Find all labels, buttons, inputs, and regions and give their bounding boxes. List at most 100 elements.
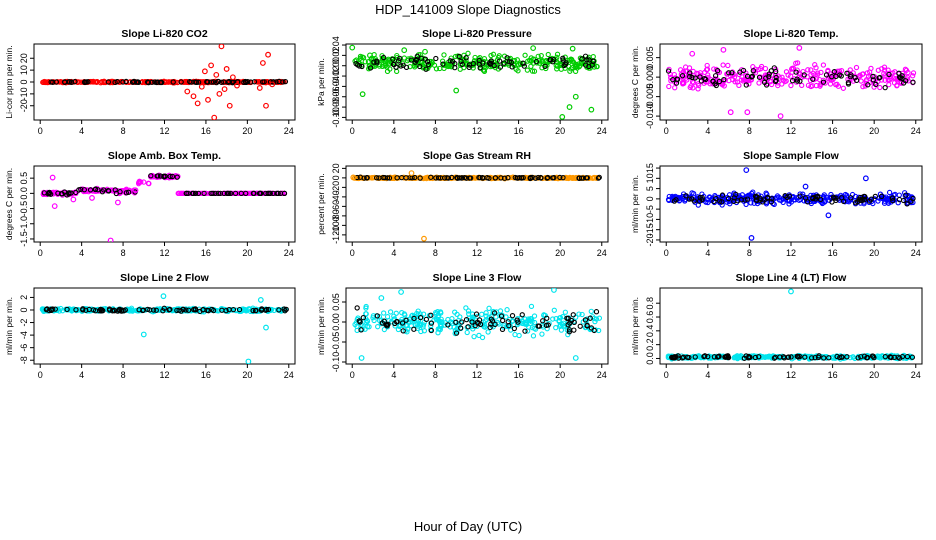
outlier-point (211, 114, 218, 120)
x-tick-label: 8 (433, 248, 438, 258)
data-point (703, 199, 709, 205)
x-tick-label: 8 (747, 126, 752, 136)
data-point (366, 324, 372, 330)
data-point-reference (519, 312, 525, 318)
data-point-reference (821, 355, 827, 361)
data-point (562, 309, 569, 315)
outlier-point (160, 293, 167, 300)
data-point-reference (904, 353, 911, 360)
data-point-reference (560, 175, 566, 181)
data-point-reference (896, 70, 902, 76)
y-tick-label: 0.00 (331, 313, 341, 331)
data-point-reference (683, 193, 689, 199)
x-tick-label: 4 (391, 248, 396, 258)
data-point-reference (788, 354, 794, 360)
data-point-reference (454, 174, 460, 181)
panel-title: Slope Sample Flow (743, 150, 840, 162)
data-point-reference (491, 62, 497, 69)
data-point-reference (794, 76, 800, 82)
data-point (772, 195, 778, 201)
data-point (433, 311, 439, 317)
data-point-reference (473, 311, 480, 317)
outlier-point (530, 45, 537, 52)
data-point (528, 316, 535, 322)
data-point-reference (740, 67, 747, 74)
data-point (402, 312, 408, 318)
data-point-reference (428, 174, 434, 180)
data-point-reference (428, 320, 435, 326)
y-axis-label: degrees C per min. (630, 46, 640, 118)
data-point-reference (205, 79, 211, 85)
data-point-reference (221, 190, 227, 197)
y-tick-label: -4 (19, 331, 29, 339)
data-point (405, 326, 411, 332)
data-point-reference (488, 58, 494, 64)
data-point-reference (768, 199, 774, 205)
data-point-reference (744, 196, 751, 202)
data-point (353, 57, 359, 63)
data-point (355, 315, 361, 321)
outlier-point (796, 44, 803, 51)
x-tick-label: 16 (828, 248, 838, 258)
data-point-reference (155, 173, 161, 179)
y-tick-label: 0.005 (645, 46, 655, 69)
data-point-reference (590, 58, 596, 64)
data-point-reference (265, 306, 272, 313)
data-point-reference (533, 58, 540, 65)
data-point-reference (699, 196, 705, 203)
figure-title: HDP_141009 Slope Diagnostics (375, 2, 561, 17)
x-tick-label: 16 (514, 248, 524, 258)
data-point-reference (772, 78, 779, 85)
data-point-reference (833, 197, 839, 204)
outlier-point (263, 324, 269, 331)
x-tick-label: 20 (242, 248, 252, 258)
data-point-reference (702, 353, 708, 359)
data-point-reference (793, 69, 799, 75)
data-point-reference (810, 76, 816, 82)
data-point-reference (456, 53, 462, 60)
data-point (787, 73, 794, 79)
data-point-reference (488, 321, 494, 327)
y-tick-label: 0.02 (331, 47, 341, 65)
data-point-reference (105, 79, 112, 85)
data-point-reference (41, 190, 47, 196)
data-point-reference (908, 198, 914, 204)
data-point-reference (154, 79, 161, 85)
data-point-reference (761, 79, 768, 86)
y-tick-label: -1.0 (19, 216, 29, 232)
panel-4: Slope Amb. Box Temp. 0 4 8 12 16 20 24 -1.5-1.0-… (4, 150, 296, 258)
outlier-point (401, 47, 408, 54)
data-point-reference (112, 79, 118, 85)
data-point-reference (187, 79, 193, 85)
data-point-reference (250, 190, 257, 197)
data-point-reference (354, 305, 360, 311)
outlier-point (269, 81, 276, 88)
data-point-reference (815, 354, 822, 360)
y-axis-label: ml/min per min. (316, 297, 326, 355)
outlier-point (221, 86, 228, 93)
y-tick-label: 0.0 (19, 187, 29, 200)
data-point-reference (711, 198, 717, 205)
series-points (40, 172, 288, 242)
data-point-reference (454, 175, 461, 181)
x-tick-label: 4 (391, 126, 396, 136)
outlier-point (408, 170, 415, 177)
data-point-reference (267, 190, 273, 197)
series-points (350, 170, 602, 242)
data-point-reference (689, 74, 695, 81)
data-point-reference (509, 313, 516, 319)
x-tick-label: 24 (597, 248, 607, 258)
data-point-reference (499, 326, 506, 332)
outlier-point (349, 44, 356, 51)
y-tick-label: -20 (645, 233, 655, 246)
outlier-point (245, 358, 252, 364)
y-axis-label: ml/min per min. (630, 175, 640, 233)
data-point-reference (879, 193, 885, 199)
data-point-reference (73, 307, 79, 313)
data-point-reference (87, 187, 94, 193)
data-point-reference (582, 317, 589, 323)
data-point-reference (100, 308, 106, 314)
data-point-reference (831, 69, 838, 75)
